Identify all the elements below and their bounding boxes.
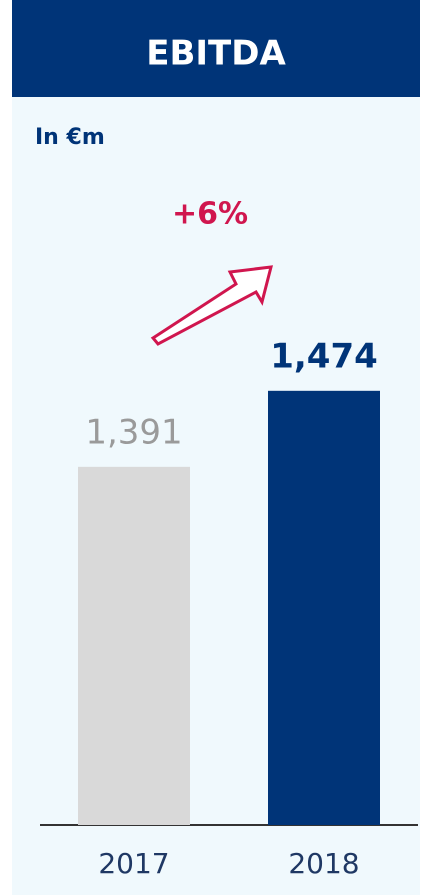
value-label: 1,474 <box>270 336 378 376</box>
value-label: 1,391 <box>85 412 182 452</box>
bar <box>268 390 380 825</box>
unit-label: In €m <box>35 125 105 150</box>
growth-arrow <box>150 265 274 346</box>
header-band <box>12 0 420 97</box>
x-tick-label: 2018 <box>288 847 359 880</box>
x-tick-label: 2017 <box>98 847 169 880</box>
bar <box>78 466 190 825</box>
chart-title: EBITDA <box>146 34 286 74</box>
growth-annotation: +6% <box>172 197 248 232</box>
